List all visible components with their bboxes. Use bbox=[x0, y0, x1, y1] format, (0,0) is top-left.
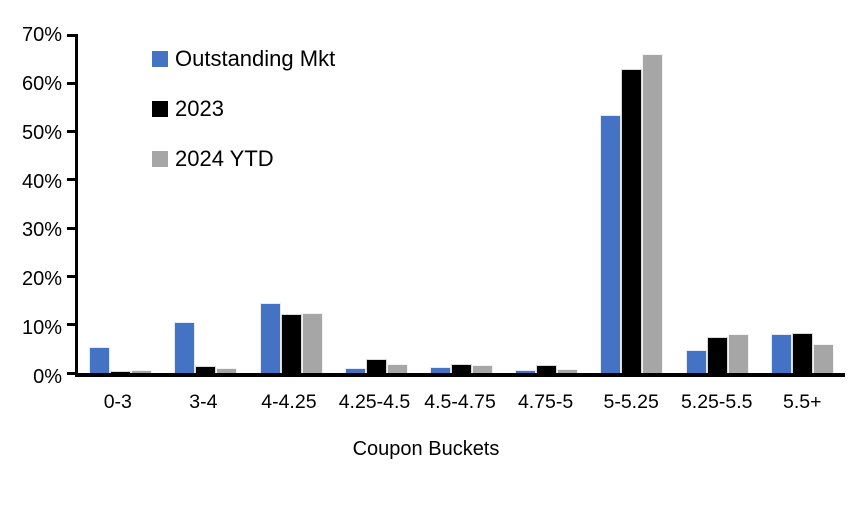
x-tick-label-5-5-25: 5-5.25 bbox=[603, 391, 659, 413]
bar-2024-ytd-3-4 bbox=[216, 368, 238, 373]
x-tick-label-5-25-5-5: 5.25-5.5 bbox=[680, 391, 753, 413]
bar-outstanding-mkt-4-5-4-75 bbox=[429, 367, 451, 373]
bars-row bbox=[78, 35, 845, 373]
bar-2024-ytd-4-4-25 bbox=[301, 312, 323, 373]
y-tick-mark-20 bbox=[67, 274, 78, 278]
x-tick-label-4-75-5: 4.75-5 bbox=[517, 391, 574, 413]
bar-2024-ytd-5-5-25 bbox=[642, 54, 664, 373]
legend-label: 2023 bbox=[175, 96, 224, 121]
bar-2023-4-75-5 bbox=[536, 365, 558, 373]
y-tick-label-10: 10% bbox=[21, 317, 62, 340]
y-tick-mark-40 bbox=[67, 178, 78, 182]
bar-2023-4-25-4-5 bbox=[365, 359, 387, 373]
bar-group-4-5-4-75 bbox=[419, 35, 504, 373]
bar-group-3-4 bbox=[163, 35, 248, 373]
bar-2024-ytd-5-5 bbox=[812, 344, 834, 373]
bar-2023-5-5-25 bbox=[621, 68, 643, 373]
x-tick-label-4-25-4-5: 4.25-4.5 bbox=[338, 391, 411, 413]
bar-2023-0-3 bbox=[110, 371, 132, 373]
y-tick-label-50: 50% bbox=[21, 121, 62, 144]
legend-label: 2024 YTD bbox=[175, 146, 274, 171]
bar-group-5-5-25 bbox=[589, 35, 674, 373]
bar-group-4-25-4-5 bbox=[334, 35, 419, 373]
legend-item-outstanding-mkt: Outstanding Mkt bbox=[152, 46, 335, 72]
y-tick-label-30: 30% bbox=[21, 219, 62, 242]
y-tick-mark-30 bbox=[67, 226, 78, 230]
y-tick-mark-10 bbox=[67, 323, 78, 327]
plot-area bbox=[67, 33, 845, 377]
bar-2024-ytd-4-25-4-5 bbox=[386, 363, 408, 373]
bar-group-4-75-5 bbox=[504, 35, 589, 373]
y-tick-label-70: 70% bbox=[21, 24, 62, 46]
legend-swatch-icon bbox=[152, 151, 168, 167]
bar-outstanding-mkt-4-4-25 bbox=[259, 303, 281, 373]
bar-group-5-5 bbox=[760, 35, 845, 373]
bar-outstanding-mkt-3-4 bbox=[174, 322, 196, 373]
bar-outstanding-mkt-5-5-25 bbox=[600, 114, 622, 373]
legend-item-2024-ytd: 2024 YTD bbox=[152, 146, 335, 172]
bar-group-4-4-25 bbox=[248, 35, 333, 373]
y-axis-labels: 0% 10% 20% 30% 40% 50% 60% 70% bbox=[0, 24, 62, 388]
bar-outstanding-mkt-0-3 bbox=[89, 346, 111, 373]
bar-group-0-3 bbox=[78, 35, 163, 373]
y-tick-label-20: 20% bbox=[21, 268, 62, 291]
y-tick-label-40: 40% bbox=[21, 170, 62, 193]
bar-2023-4-4-25 bbox=[280, 314, 302, 373]
bar-2023-3-4 bbox=[195, 365, 217, 373]
bar-2024-ytd-0-3 bbox=[131, 370, 153, 373]
y-tick-mark-0 bbox=[67, 371, 78, 375]
bar-2023-5-5 bbox=[791, 333, 813, 373]
x-tick-label-3-4: 3-4 bbox=[189, 391, 218, 413]
y-tick-mark-50 bbox=[67, 130, 78, 134]
y-tick-label-0: 0% bbox=[33, 366, 62, 388]
bar-2023-5-25-5-5 bbox=[706, 337, 728, 373]
bar-outstanding-mkt-5-5 bbox=[770, 334, 792, 373]
bar-group-5-25-5-5 bbox=[675, 35, 760, 373]
bar-2024-ytd-4-75-5 bbox=[557, 369, 579, 373]
bar-outstanding-mkt-5-25-5-5 bbox=[685, 349, 707, 373]
x-axis-labels: 0-3 3-4 4-4.25 4.25-4.5 4.5-4.75 4.75-5 5-5.25… bbox=[75, 389, 845, 415]
bar-outstanding-mkt-4-75-5 bbox=[515, 369, 537, 373]
legend: Outstanding Mkt 2023 2024 YTD bbox=[152, 46, 335, 172]
x-tick-label-4-4-25: 4-4.25 bbox=[261, 391, 317, 413]
legend-item-2023: 2023 bbox=[152, 96, 335, 122]
bar-2024-ytd-5-25-5-5 bbox=[727, 333, 749, 373]
y-tick-label-60: 60% bbox=[21, 72, 62, 95]
y-tick-mark-70 bbox=[67, 33, 78, 37]
x-axis-title: Coupon Buckets bbox=[352, 438, 500, 460]
bar-outstanding-mkt-4-25-4-5 bbox=[344, 368, 366, 373]
legend-label: Outstanding Mkt bbox=[175, 46, 336, 71]
x-tick-label-4-5-4-75: 4.5-4.75 bbox=[424, 391, 496, 413]
x-tick-label-0-3: 0-3 bbox=[103, 391, 132, 413]
bar-2024-ytd-4-5-4-75 bbox=[471, 365, 493, 373]
x-tick-label-5-5: 5.5+ bbox=[783, 391, 822, 413]
legend-swatch-icon bbox=[152, 101, 168, 117]
bar-2023-4-5-4-75 bbox=[450, 363, 472, 373]
y-tick-mark-60 bbox=[67, 81, 78, 85]
legend-swatch-icon bbox=[152, 51, 168, 67]
